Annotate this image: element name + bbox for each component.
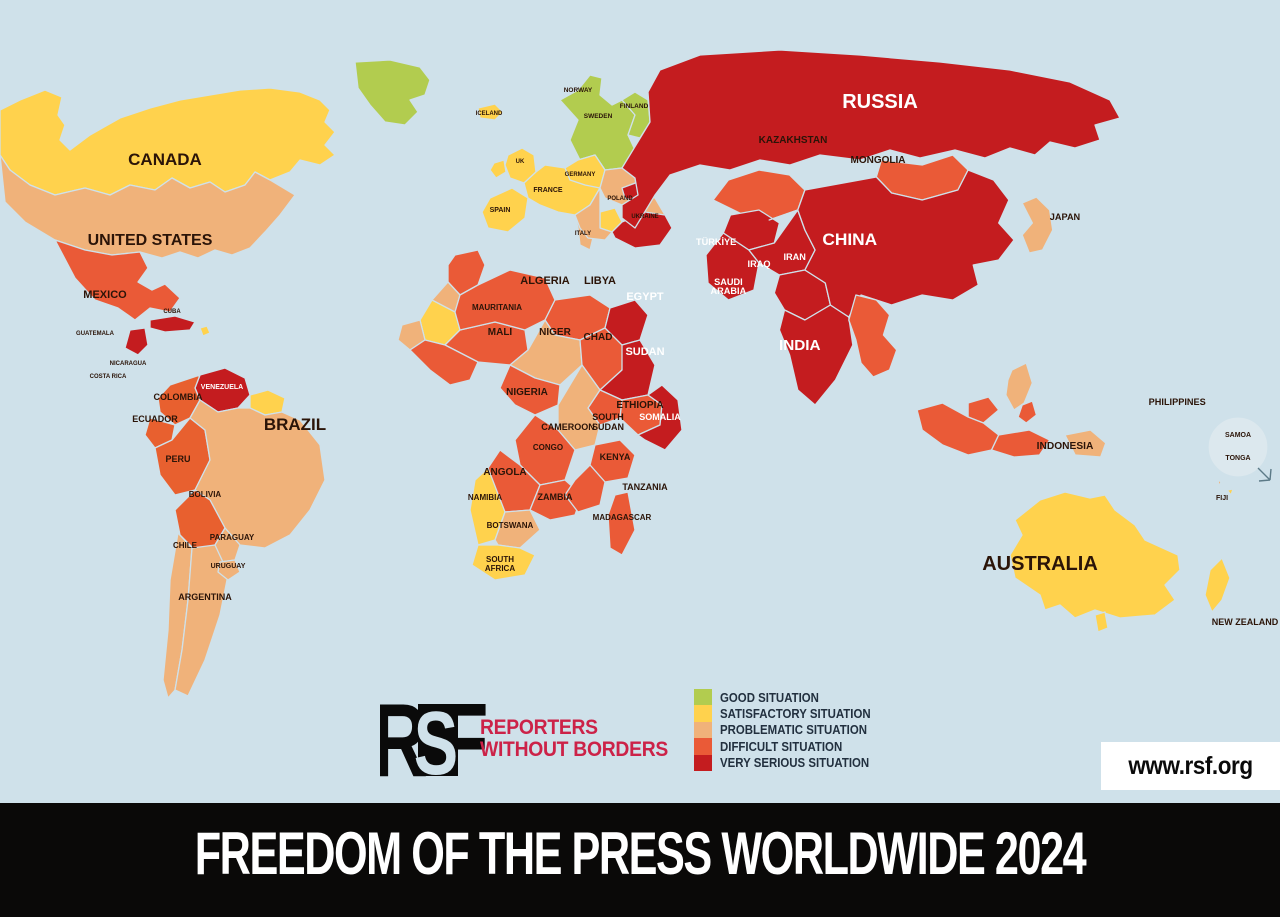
svg-text:NICARAGUA: NICARAGUA: [110, 361, 147, 367]
svg-text:IRAQ: IRAQ: [748, 259, 771, 269]
svg-text:CAMEROON: CAMEROON: [541, 422, 595, 432]
svg-text:CONGO: CONGO: [533, 443, 563, 452]
svg-text:UNITED STATES: UNITED STATES: [88, 232, 213, 249]
svg-text:KENYA: KENYA: [600, 452, 631, 462]
svg-text:CUBA: CUBA: [163, 309, 181, 315]
svg-text:TANZANIA: TANZANIA: [622, 482, 668, 492]
svg-text:FINLAND: FINLAND: [620, 103, 649, 110]
svg-text:CHILE: CHILE: [173, 541, 198, 550]
svg-text:COLOMBIA: COLOMBIA: [154, 392, 203, 402]
svg-text:GERMANY: GERMANY: [565, 172, 596, 178]
svg-text:SWEDEN: SWEDEN: [584, 113, 613, 120]
svg-text:URUGUAY: URUGUAY: [211, 563, 246, 570]
svg-text:VENEZUELA: VENEZUELA: [201, 384, 243, 391]
svg-text:MADAGASCAR: MADAGASCAR: [593, 513, 652, 522]
svg-text:ZAMBIA: ZAMBIA: [538, 492, 573, 502]
svg-text:COSTA RICA: COSTA RICA: [90, 374, 127, 380]
svg-text:ANGOLA: ANGOLA: [483, 467, 526, 478]
svg-text:NEW ZEALAND: NEW ZEALAND: [1212, 617, 1279, 627]
svg-text:NAMIBIA: NAMIBIA: [468, 493, 502, 502]
svg-text:TONGA: TONGA: [1225, 455, 1250, 462]
svg-text:CANADA: CANADA: [128, 150, 202, 169]
svg-text:KAZAKHSTAN: KAZAKHSTAN: [759, 135, 828, 146]
svg-text:MALI: MALI: [488, 327, 513, 338]
svg-text:ALGERIA: ALGERIA: [520, 275, 570, 287]
svg-text:BOLIVIA: BOLIVIA: [189, 490, 222, 499]
svg-text:NORWAY: NORWAY: [564, 87, 593, 94]
svg-text:FRANCE: FRANCE: [533, 187, 562, 194]
svg-text:PHILIPPINES: PHILIPPINES: [1149, 397, 1206, 407]
svg-text:ITALY: ITALY: [575, 231, 591, 237]
svg-text:NIGERIA: NIGERIA: [506, 387, 548, 398]
svg-text:LIBYA: LIBYA: [584, 275, 616, 287]
svg-text:CHINA: CHINA: [822, 229, 877, 249]
svg-text:INDIA: INDIA: [779, 337, 821, 354]
svg-text:PARAGUAY: PARAGUAY: [210, 533, 255, 542]
svg-text:AUSTRALIA: AUSTRALIA: [982, 553, 1098, 575]
svg-text:TÜRKİYE: TÜRKİYE: [696, 237, 736, 247]
svg-text:ICELAND: ICELAND: [476, 111, 503, 117]
svg-text:SOMALIA: SOMALIA: [639, 412, 681, 422]
svg-text:S: S: [414, 700, 458, 792]
svg-text:SUDAN: SUDAN: [625, 346, 664, 358]
svg-text:NIGER: NIGER: [539, 327, 571, 338]
svg-text:EGYPT: EGYPT: [626, 291, 664, 303]
svg-text:ECUADOR: ECUADOR: [132, 414, 178, 424]
svg-text:IRAN: IRAN: [783, 252, 805, 262]
svg-text:MAURITANIA: MAURITANIA: [472, 303, 522, 312]
svg-text:SAMOA: SAMOA: [1225, 432, 1251, 439]
svg-text:GUATEMALA: GUATEMALA: [76, 331, 115, 337]
svg-text:INDONESIA: INDONESIA: [1037, 441, 1094, 452]
svg-text:SPAIN: SPAIN: [490, 207, 511, 214]
svg-text:ARGENTINA: ARGENTINA: [178, 592, 232, 602]
svg-text:JAPAN: JAPAN: [1050, 212, 1080, 222]
svg-text:CHAD: CHAD: [584, 332, 613, 343]
svg-text:BRAZIL: BRAZIL: [264, 415, 326, 434]
svg-text:MEXICO: MEXICO: [83, 289, 127, 301]
svg-text:POLAND: POLAND: [607, 196, 633, 202]
svg-text:UKRAINE: UKRAINE: [631, 214, 658, 220]
svg-text:FIJI: FIJI: [1216, 495, 1228, 502]
svg-text:UK: UK: [516, 159, 525, 165]
svg-text:PERU: PERU: [165, 454, 190, 464]
svg-text:ETHIOPIA: ETHIOPIA: [616, 400, 663, 411]
svg-text:RUSSIA: RUSSIA: [842, 91, 918, 113]
svg-text:MONGOLIA: MONGOLIA: [851, 155, 906, 166]
svg-text:BOTSWANA: BOTSWANA: [487, 521, 534, 530]
